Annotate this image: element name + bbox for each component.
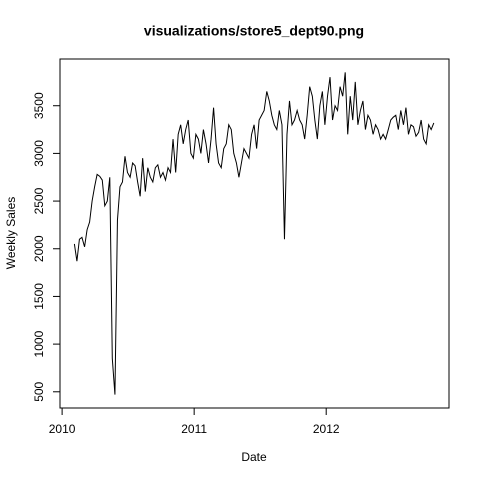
x-axis-label: Date [241, 450, 267, 464]
y-tick-label: 3000 [32, 140, 46, 167]
x-tick-label: 2012 [313, 422, 340, 436]
y-axis-label: Weekly Sales [4, 197, 18, 269]
y-tick-label: 500 [32, 381, 46, 401]
chart-title: visualizations/store5_dept90.png [144, 23, 364, 39]
data-line [73, 72, 435, 395]
y-tick-label: 1000 [32, 330, 46, 357]
x-tick-label: 2010 [49, 422, 76, 436]
y-tick-label: 2500 [32, 187, 46, 214]
y-tick-label: 3500 [32, 92, 46, 119]
x-tick-label: 2011 [181, 422, 207, 436]
y-tick-label: 1500 [32, 283, 46, 310]
y-tick-label: 2000 [32, 235, 46, 262]
